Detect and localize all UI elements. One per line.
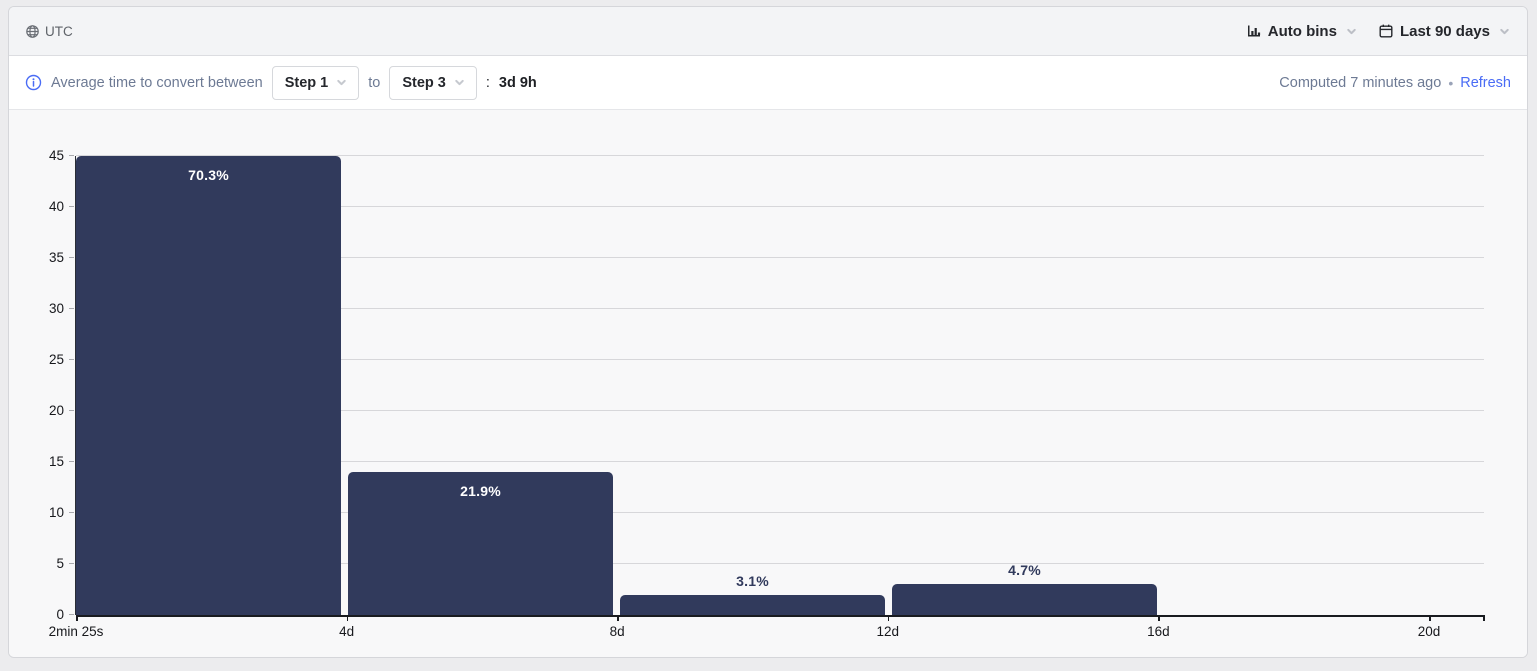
y-axis-tick — [69, 614, 74, 615]
y-axis-tick-label: 15 — [48, 454, 64, 469]
connector-text: to — [368, 74, 381, 91]
y-axis-tick — [69, 461, 74, 462]
y-axis-tick-label: 0 — [56, 607, 64, 622]
chevron-down-icon — [1498, 25, 1511, 38]
step-from-label: Step 1 — [284, 74, 329, 91]
x-axis-tick — [1158, 615, 1160, 621]
insight-description: Average time to convert between — [51, 74, 263, 91]
chevron-down-icon — [455, 79, 464, 86]
average-time-value: 3d 9h — [498, 74, 537, 91]
y-axis-line — [75, 156, 76, 615]
y-axis-tick-label: 35 — [48, 250, 64, 265]
globe-icon — [25, 24, 40, 39]
y-axis-tick — [69, 512, 74, 513]
computed-status: Computed 7 minutes ago — [1279, 74, 1442, 91]
auto-bins-dropdown[interactable]: Auto bins — [1246, 23, 1358, 40]
timezone-label: UTC — [45, 23, 73, 39]
gridline — [76, 155, 1484, 156]
step-to-dropdown[interactable]: Step 3 — [389, 65, 477, 100]
refresh-link[interactable]: Refresh — [1460, 74, 1511, 91]
chart-toolbar: UTC Auto bins — [9, 7, 1527, 56]
gridline — [76, 359, 1484, 360]
time-to-convert-chart: 0 5 10 15 20 25 30 35 40 45 70.3% 21.9% 3.1% 4.7% 2min… — [9, 110, 1527, 657]
histogram-bar — [620, 594, 885, 615]
gridline — [76, 308, 1484, 309]
chevron-down-icon — [1345, 25, 1358, 38]
step-from-dropdown[interactable]: Step 1 — [271, 65, 360, 100]
bar-percentage-label: 4.7% — [1008, 562, 1041, 579]
y-axis-tick — [69, 410, 74, 411]
x-axis-tick — [617, 615, 619, 621]
y-axis-tick — [69, 308, 74, 309]
x-axis-tick — [1429, 615, 1431, 621]
info-icon[interactable] — [25, 74, 42, 91]
gridline — [76, 410, 1484, 411]
y-axis-tick-label: 40 — [48, 199, 64, 214]
y-axis-tick-label: 30 — [48, 301, 64, 316]
y-axis-tick — [69, 206, 74, 207]
y-axis-tick-label: 10 — [48, 505, 64, 520]
calendar-icon — [1378, 23, 1394, 39]
x-axis-tick-label: 20d — [1417, 624, 1441, 639]
gridline — [76, 512, 1484, 513]
x-axis-tick-label: 16d — [1147, 624, 1170, 639]
insight-card: UTC Auto bins — [8, 6, 1528, 658]
y-axis-tick-label: 45 — [48, 148, 64, 163]
histogram-plot: 0 5 10 15 20 25 30 35 40 45 70.3% 21.9% 3.1% 4.7% 2min… — [49, 148, 1485, 639]
x-axis-line — [76, 615, 1484, 617]
histogram-bar — [76, 156, 341, 615]
y-axis-tick-label: 5 — [56, 556, 64, 571]
y-axis-tick-label: 25 — [48, 352, 64, 367]
gridline — [76, 257, 1484, 258]
x-axis-tick — [887, 615, 890, 621]
gridline — [76, 563, 1484, 564]
histogram-bar — [892, 584, 1157, 615]
x-axis-tick — [346, 615, 349, 621]
y-axis-tick — [69, 257, 74, 258]
colon-separator: : — [485, 74, 490, 91]
x-axis-tick-label: 2min 25s — [48, 624, 104, 639]
x-axis-end-tick — [1483, 615, 1485, 621]
x-axis-tick-label: 8d — [609, 624, 625, 639]
histogram-bar — [348, 472, 613, 615]
bullet-separator: • — [1448, 74, 1454, 91]
x-axis-tick-label: 4d — [339, 624, 355, 639]
bar-percentage-label: 3.1% — [736, 572, 769, 589]
x-axis-tick — [76, 615, 78, 621]
chevron-down-icon — [337, 79, 346, 86]
y-axis-tick-label: 20 — [48, 403, 64, 418]
date-range-label: Last 90 days — [1399, 22, 1490, 40]
auto-bins-label: Auto bins — [1267, 22, 1337, 40]
x-axis-tick-label: 12d — [876, 624, 900, 639]
gridline — [76, 206, 1484, 207]
gridline — [76, 461, 1484, 462]
bar-percentage-label: 21.9% — [460, 483, 501, 500]
insight-summary-bar: Average time to convert between Step 1 t… — [9, 56, 1527, 110]
y-axis-tick — [69, 359, 74, 360]
y-axis-tick — [69, 155, 74, 156]
step-to-label: Step 3 — [402, 74, 446, 91]
histogram-icon — [1246, 23, 1262, 39]
timezone-indicator: UTC — [25, 24, 73, 39]
y-axis-tick — [69, 563, 74, 564]
date-range-dropdown[interactable]: Last 90 days — [1378, 23, 1511, 40]
bar-percentage-label: 70.3% — [188, 167, 229, 183]
